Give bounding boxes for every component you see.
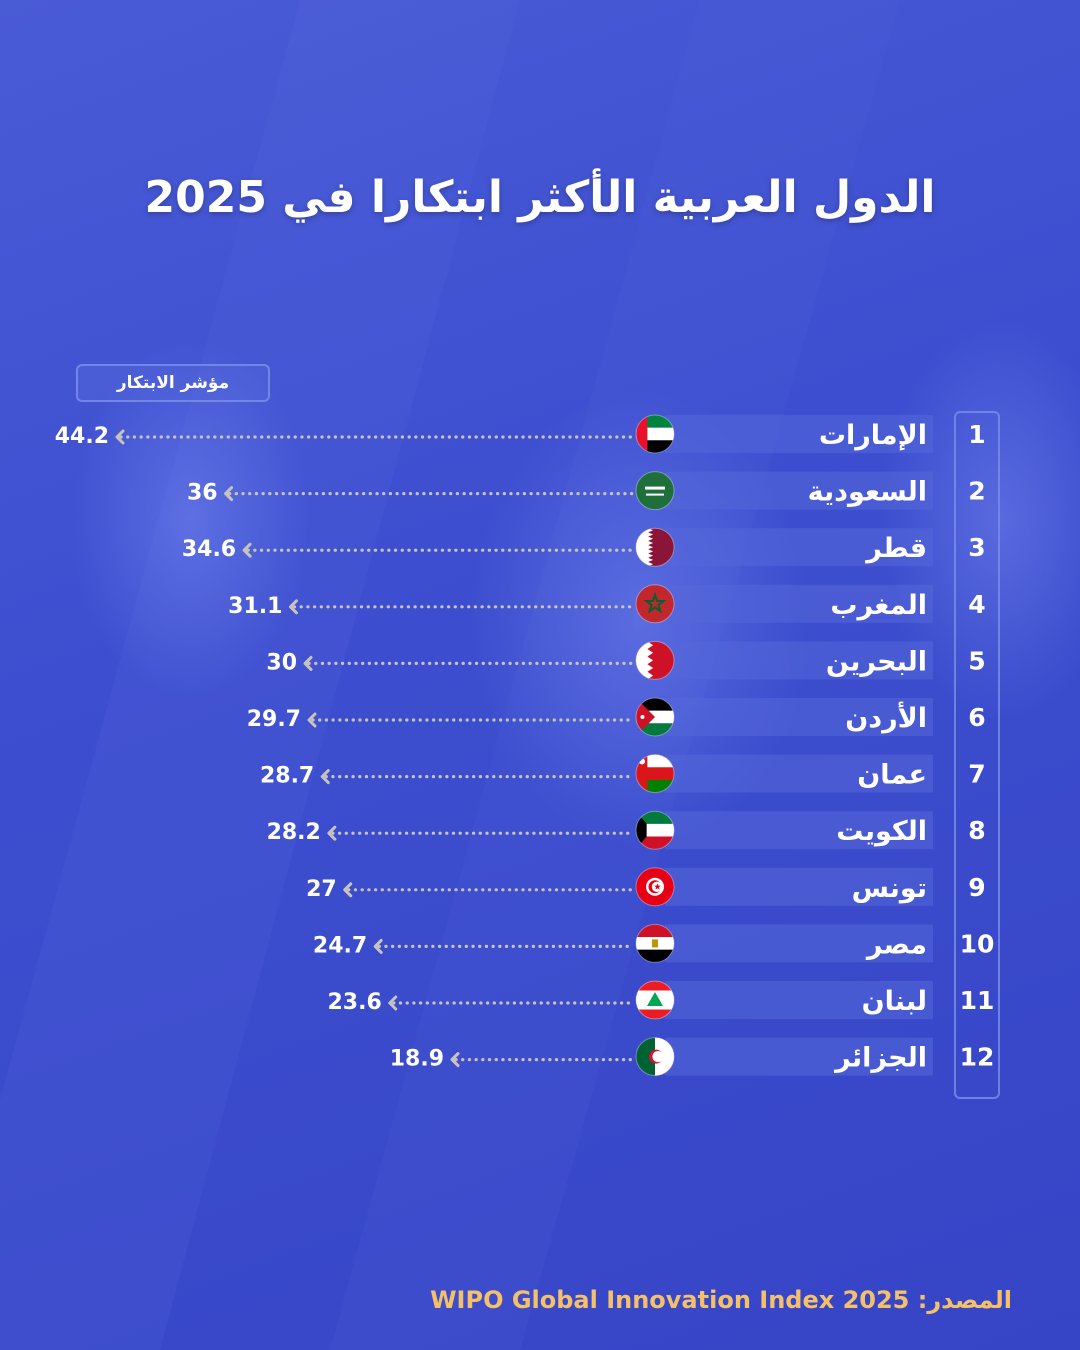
arrow-icon: [320, 769, 330, 785]
country-label: الكويت: [836, 816, 927, 847]
country-label: السعودية: [808, 477, 927, 508]
rank-label: 9: [968, 873, 985, 902]
arrow-icon: [307, 712, 317, 728]
row-band: [665, 528, 933, 567]
page-title: الدول العربية الأكثر ابتكارا في 2025: [144, 172, 936, 223]
chart-row: 8 الكويت 28.2: [267, 810, 986, 850]
chart-row: 12 الجزائر 18.9: [390, 1037, 995, 1077]
value-label: 27: [306, 877, 337, 902]
chart-row: 3 قطر 34.6: [182, 527, 986, 567]
chart-row: 6 الأردن 29.7: [247, 697, 986, 737]
row-band: [665, 1037, 933, 1076]
rank-label: 2: [968, 477, 985, 506]
value-label: 29.7: [247, 707, 301, 732]
rank-label: 4: [968, 590, 985, 619]
kuwait-flag-icon: [635, 810, 675, 850]
egypt-flag-icon: [635, 923, 675, 963]
arrow-icon: [288, 599, 298, 615]
value-label: 36: [187, 481, 218, 506]
value-label: 30: [266, 650, 297, 675]
row-band: [665, 754, 933, 793]
saudi-flag-icon: [635, 471, 675, 511]
qatar-flag-icon: [635, 527, 675, 567]
country-label: قطر: [864, 533, 927, 564]
arrow-icon: [327, 825, 337, 841]
uae-flag-icon: [635, 414, 675, 454]
rank-label: 7: [968, 760, 985, 789]
arrow-icon: [242, 542, 252, 558]
rank-label: 6: [968, 703, 985, 732]
value-label: 31.1: [228, 594, 282, 619]
country-label: الأردن: [845, 701, 927, 734]
country-label: لبنان: [862, 986, 927, 1017]
source-line: المصدر: WIPO Global Innovation Index 202…: [430, 1286, 1012, 1314]
rank-label: 3: [968, 533, 985, 562]
country-label: المغرب: [830, 590, 927, 621]
chart-row: 1 الإمارات 44.2: [55, 414, 986, 454]
chart-row: 7 عمان 28.7: [260, 754, 986, 794]
rank-label: 1: [968, 420, 985, 449]
chart-row: 11 لبنان 23.6: [327, 980, 995, 1020]
chart-row: 10 مصر 24.7: [313, 923, 995, 963]
rank-label: 10: [960, 929, 995, 958]
country-label: عمان: [857, 760, 927, 791]
bahrain-flag-icon: [635, 640, 675, 680]
arrow-icon: [373, 938, 383, 954]
value-label: 24.7: [313, 933, 367, 958]
country-label: مصر: [865, 929, 927, 960]
source-value: WIPO Global Innovation Index 2025: [430, 1286, 910, 1314]
row-band: [665, 698, 933, 736]
algeria-flag-icon: [635, 1037, 675, 1077]
country-label: تونس: [852, 873, 927, 904]
value-label: 23.6: [327, 990, 381, 1015]
rank-label: 11: [960, 986, 995, 1015]
arrow-icon: [115, 429, 125, 445]
morocco-flag-icon: [635, 584, 675, 624]
country-label: الإمارات: [819, 420, 927, 451]
chart-row: 5 البحرين 30: [266, 640, 986, 680]
arrow-icon: [450, 1052, 460, 1068]
value-label: 28.2: [267, 820, 321, 845]
tunisia-flag-icon: [635, 867, 675, 907]
row-band: [665, 811, 933, 850]
row-band: [665, 981, 933, 1019]
arrow-icon: [303, 655, 313, 671]
value-label: 28.7: [260, 764, 314, 789]
value-label: 44.2: [55, 424, 109, 449]
row-band: [665, 641, 933, 680]
chart-row: 9 تونس 27: [306, 867, 986, 907]
value-label: 18.9: [390, 1047, 444, 1072]
rank-label: 8: [968, 816, 985, 845]
source-label: المصدر:: [917, 1286, 1012, 1314]
value-label: 34.6: [182, 537, 236, 562]
rank-label: 12: [960, 1043, 995, 1072]
row-band: [665, 471, 933, 510]
country-label: البحرين: [826, 646, 927, 677]
row-band: [665, 924, 933, 963]
oman-flag-icon: [635, 754, 675, 794]
row-band: [665, 415, 933, 453]
rank-label: 5: [968, 646, 985, 675]
chart-row: 2 السعودية 36: [187, 471, 986, 511]
jordan-flag-icon: [635, 697, 675, 737]
arrow-icon: [388, 995, 398, 1011]
legend-label: مؤشر الابتكار: [76, 364, 270, 402]
chart-row: 4 المغرب 31.1: [228, 584, 986, 624]
row-band: [665, 867, 933, 906]
row-band: [665, 584, 933, 623]
country-label: الجزائر: [833, 1043, 927, 1074]
rank-column-frame: [954, 411, 1000, 1099]
lebanon-flag-icon: [635, 980, 675, 1020]
arrow-icon: [224, 486, 234, 502]
arrow-icon: [343, 882, 353, 898]
